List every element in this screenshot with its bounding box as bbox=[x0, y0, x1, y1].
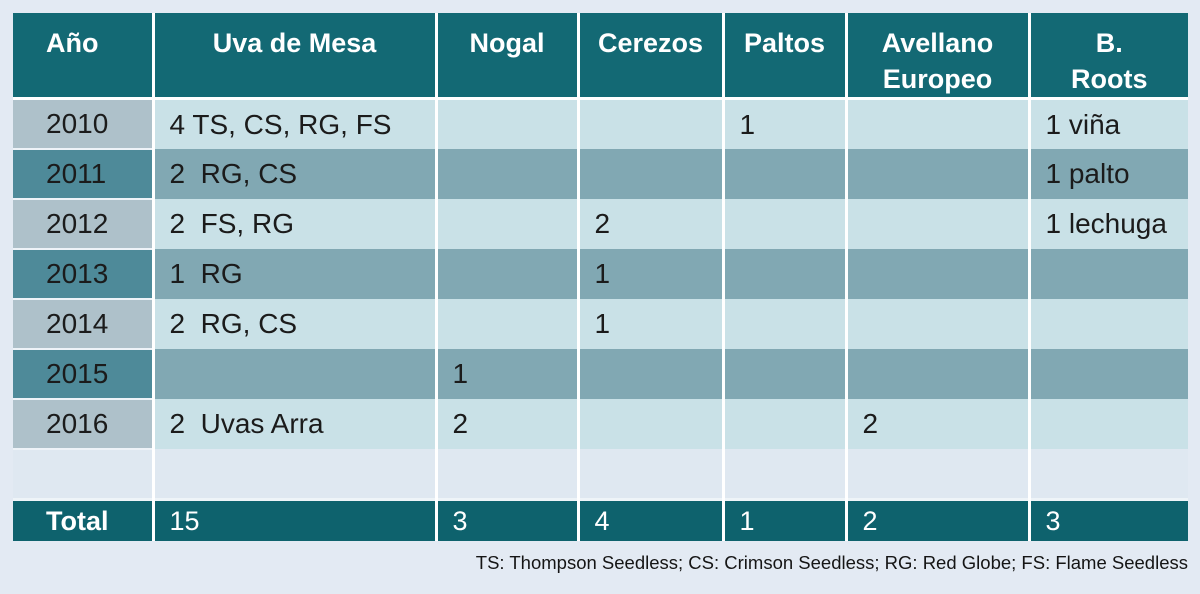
total-nogal: 3 bbox=[434, 498, 578, 541]
cell-uva bbox=[151, 348, 436, 399]
cell-nogal bbox=[434, 248, 578, 299]
plantings-by-year-table: Año Uva de Mesa Nogal Cerezos Paltos Ave… bbox=[13, 13, 1188, 541]
cell-broots bbox=[1027, 398, 1188, 449]
table-row-2014: 2014 2 RG, CS 1 bbox=[13, 298, 1188, 350]
total-label: Total bbox=[13, 498, 153, 541]
cell-year: 2012 bbox=[13, 198, 153, 250]
cell-nogal: 1 bbox=[434, 348, 578, 399]
cell-uva: 2 FS, RG bbox=[151, 198, 436, 249]
cell-cerezos bbox=[576, 348, 723, 399]
cell-empty bbox=[721, 448, 846, 500]
cell-empty bbox=[1027, 448, 1188, 500]
cell-avellano bbox=[844, 348, 1029, 399]
cell-nogal bbox=[434, 148, 578, 199]
cell-empty bbox=[434, 448, 578, 500]
cell-empty bbox=[151, 448, 436, 500]
cell-year: 2016 bbox=[13, 398, 153, 450]
total-uva: 15 bbox=[151, 498, 436, 541]
cell-paltos bbox=[721, 298, 846, 349]
cell-cerezos bbox=[576, 398, 723, 449]
cell-avellano bbox=[844, 98, 1029, 149]
cell-broots: 1 lechuga bbox=[1027, 198, 1188, 249]
cell-nogal: 2 bbox=[434, 398, 578, 449]
col-header-year: Año bbox=[13, 13, 153, 101]
cell-avellano bbox=[844, 248, 1029, 299]
cell-broots: 1 viña bbox=[1027, 98, 1188, 149]
cell-avellano bbox=[844, 198, 1029, 249]
cell-empty bbox=[576, 448, 723, 500]
cell-paltos bbox=[721, 248, 846, 299]
cell-cerezos: 2 bbox=[576, 198, 723, 249]
table-row-2016: 2016 2 Uvas Arra 2 2 bbox=[13, 398, 1188, 450]
cell-broots: 1 palto bbox=[1027, 148, 1188, 199]
table-row-2010: 2010 4 TS, CS, RG, FS 1 1 viña bbox=[13, 98, 1188, 150]
cell-cerezos: 1 bbox=[576, 298, 723, 349]
cell-uva: 1 RG bbox=[151, 248, 436, 299]
cell-cerezos: 1 bbox=[576, 248, 723, 299]
cell-year: 2014 bbox=[13, 298, 153, 350]
page: Año Uva de Mesa Nogal Cerezos Paltos Ave… bbox=[13, 13, 1188, 573]
cell-cerezos bbox=[576, 148, 723, 199]
col-header-cerezos: Cerezos bbox=[576, 13, 723, 101]
cell-broots bbox=[1027, 298, 1188, 349]
table-row-2013: 2013 1 RG 1 bbox=[13, 248, 1188, 300]
cell-empty bbox=[13, 448, 153, 500]
abbreviations-footnote: TS: Thompson Seedless; CS: Crimson Seedl… bbox=[475, 551, 1188, 573]
cell-uva: 2 RG, CS bbox=[151, 148, 436, 199]
total-broots: 3 bbox=[1027, 498, 1188, 541]
spacer-row bbox=[13, 448, 1188, 500]
cell-broots bbox=[1027, 348, 1188, 399]
cell-year: 2010 bbox=[13, 98, 153, 150]
cell-paltos bbox=[721, 198, 846, 249]
cell-avellano: 2 bbox=[844, 398, 1029, 449]
cell-avellano bbox=[844, 148, 1029, 199]
header-row: Año Uva de Mesa Nogal Cerezos Paltos Ave… bbox=[13, 13, 1188, 101]
cell-year: 2013 bbox=[13, 248, 153, 300]
table-row-2012: 2012 2 FS, RG 2 1 lechuga bbox=[13, 198, 1188, 250]
cell-paltos bbox=[721, 348, 846, 399]
total-avellano: 2 bbox=[844, 498, 1029, 541]
cell-year: 2011 bbox=[13, 148, 153, 200]
cell-year: 2015 bbox=[13, 348, 153, 400]
col-header-b-roots: B. Roots bbox=[1027, 13, 1188, 101]
col-header-uva-de-mesa: Uva de Mesa bbox=[151, 13, 436, 101]
cell-paltos bbox=[721, 398, 846, 449]
total-paltos: 1 bbox=[721, 498, 846, 541]
cell-nogal bbox=[434, 298, 578, 349]
col-header-avellano-europeo: Avellano Europeo bbox=[844, 13, 1029, 101]
table-row-2015: 2015 1 bbox=[13, 348, 1188, 400]
total-row: Total 15 3 4 1 2 3 bbox=[13, 498, 1188, 541]
cell-paltos bbox=[721, 148, 846, 199]
cell-broots bbox=[1027, 248, 1188, 299]
cell-paltos: 1 bbox=[721, 98, 846, 149]
cell-uva: 4 TS, CS, RG, FS bbox=[151, 98, 436, 149]
cell-cerezos bbox=[576, 98, 723, 149]
total-cerezos: 4 bbox=[576, 498, 723, 541]
cell-empty bbox=[844, 448, 1029, 500]
cell-nogal bbox=[434, 198, 578, 249]
col-header-nogal: Nogal bbox=[434, 13, 578, 101]
cell-avellano bbox=[844, 298, 1029, 349]
cell-uva: 2 RG, CS bbox=[151, 298, 436, 349]
cell-nogal bbox=[434, 98, 578, 149]
table-row-2011: 2011 2 RG, CS 1 palto bbox=[13, 148, 1188, 200]
cell-uva: 2 Uvas Arra bbox=[151, 398, 436, 449]
col-header-paltos: Paltos bbox=[721, 13, 846, 101]
